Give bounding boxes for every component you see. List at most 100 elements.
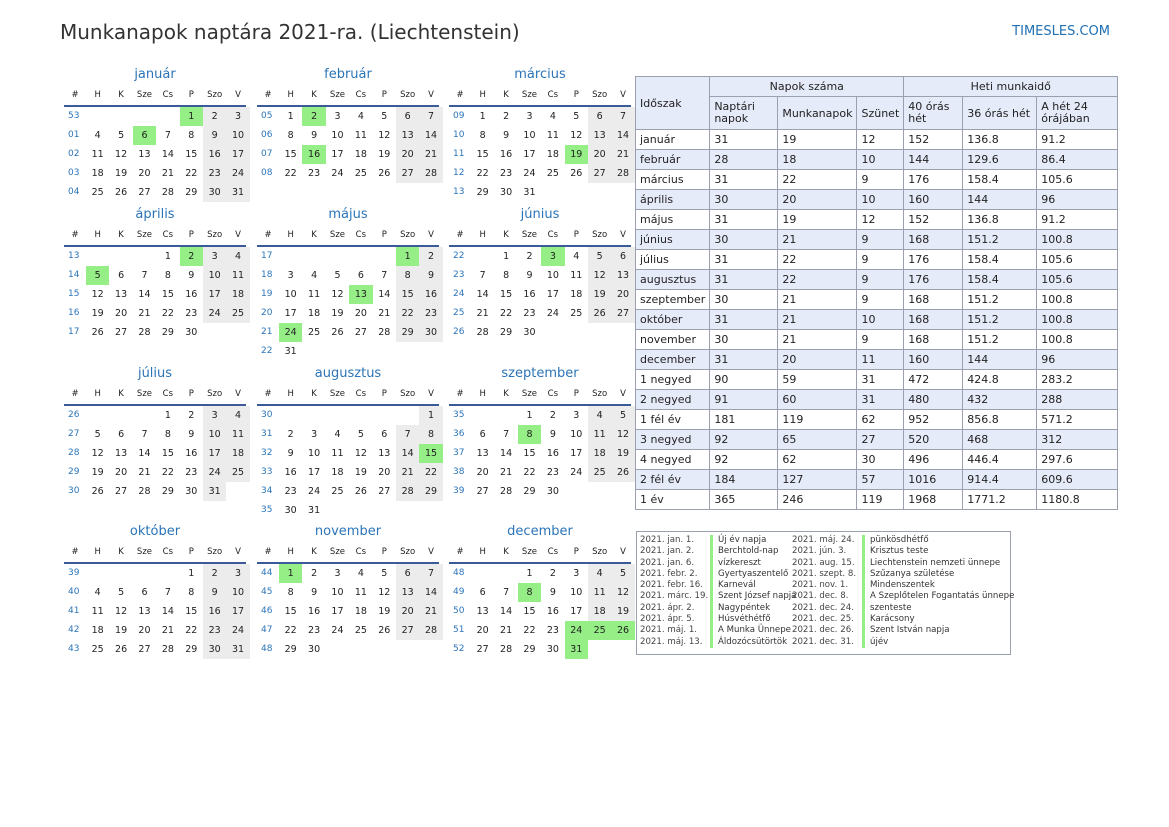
day-cell: 4: [587, 564, 612, 583]
value-cell: 432: [962, 389, 1038, 410]
value-cell: 136.8: [962, 209, 1038, 230]
day-cell: 6: [357, 270, 364, 281]
weekday-label: Szo: [592, 230, 608, 240]
day-cell: 7: [164, 130, 171, 141]
week-number: 35: [453, 410, 465, 420]
weekday-label: Szo: [207, 90, 223, 100]
holiday-date: 2021. jan. 6.: [640, 557, 713, 569]
week-number: 05: [261, 111, 273, 121]
day-cell: 17: [523, 149, 536, 160]
day-cell: 1: [419, 406, 443, 425]
weekday-label: K: [311, 547, 317, 557]
weekday-label: K: [503, 90, 509, 100]
day-cell: 4: [226, 406, 250, 425]
value-cell: 160: [903, 189, 964, 210]
value-cell: 30: [709, 189, 779, 210]
value-cell: 184: [709, 469, 779, 490]
week-row: 40 4 5 6 7 8 9 10: [64, 583, 250, 602]
day-cell: 13: [138, 606, 151, 617]
day-cell: 14: [611, 126, 635, 145]
value-cell: 31: [709, 129, 779, 150]
value-cell: 312: [1036, 429, 1119, 450]
week-row: 14 5 6 7 8 9 10 11: [64, 266, 250, 285]
value-cell: 160: [903, 349, 964, 370]
weekday-label: #: [456, 90, 464, 100]
day-cell: 18: [331, 467, 344, 478]
day-cell: 8: [287, 130, 294, 141]
holiday-date: 2021. szept. 8.: [792, 568, 865, 581]
month-3: március # H K Sze Cs P Szo V 09 1 2 3 4 5 6 7 10 8 9 10 11 12 1…: [449, 65, 635, 202]
holiday-item: 2021. ápr. 5. Húsvéthétfő: [640, 614, 796, 626]
day-cell: 16: [523, 289, 536, 300]
week-row: 10 8 9 10 11 12 13 14: [449, 126, 635, 145]
holiday-name: Szűzanya születése: [870, 568, 955, 579]
empty-cell: [226, 482, 249, 501]
day-cell: 15: [185, 149, 198, 160]
stats-row: március 31 22 9 176 158.4 105.6: [634, 169, 1119, 190]
week-row: 52 27 28 29 30 31: [449, 640, 631, 659]
day-cell: 10: [226, 583, 250, 602]
day-cell: 26: [91, 486, 104, 497]
weekday-label: V: [428, 230, 434, 240]
empty-cell: [588, 323, 611, 342]
day-cell: 4: [357, 111, 364, 122]
week-number: 46: [261, 606, 273, 616]
weekday-label: Sze: [521, 389, 538, 399]
day-cell: 24: [331, 168, 344, 179]
holiday-name: Nagypéntek: [718, 602, 771, 613]
holiday-name: A Munka Ünnepe: [718, 625, 791, 636]
day-cell: 27: [378, 486, 391, 497]
weekday-label: Cs: [162, 389, 174, 399]
site-link[interactable]: TIMESLES.COM: [1012, 24, 1110, 39]
day-cell: 2: [419, 247, 443, 266]
empty-cell: [611, 482, 634, 501]
weekday-label: Sze: [329, 389, 346, 399]
day-cell: 4: [311, 270, 318, 281]
day-cell: 31: [564, 640, 588, 659]
day-cell: 14: [500, 606, 513, 617]
day-cell: 18: [354, 606, 367, 617]
value-cell: 119: [777, 409, 858, 430]
week-row: 49 6 7 8 9 10 11 12: [449, 583, 635, 602]
month-name: október: [129, 524, 181, 539]
day-cell: 11: [354, 130, 367, 141]
day-cell: 9: [202, 583, 227, 602]
day-cell: 7: [141, 270, 148, 281]
value-cell: 10: [856, 149, 905, 170]
day-cell: 21: [500, 625, 513, 636]
holiday-date: 2021. ápr. 5.: [640, 614, 713, 626]
week-number: 30: [261, 410, 273, 420]
empty-cell: [419, 640, 442, 659]
day-cell: 18: [570, 289, 583, 300]
value-cell: 62: [777, 449, 858, 470]
value-cell: 1180.8: [1036, 489, 1119, 510]
day-cell: 24: [226, 164, 250, 183]
value-cell: 158.4: [962, 269, 1038, 290]
week-number: 48: [453, 568, 465, 578]
week-number: 17: [261, 251, 273, 261]
period-cell: 1 negyed: [634, 369, 711, 390]
day-cell: 13: [395, 126, 420, 145]
holiday-list: 2021. jan. 1. Új év napja 2021. jan. 2. Ber…: [636, 531, 1014, 655]
stats-row: 1 negyed 90 59 31 472 424.8 283.2: [634, 369, 1119, 390]
holiday-date: 2021. jún. 3.: [792, 546, 865, 558]
empty-cell: [133, 564, 156, 583]
weekday-label: H: [94, 389, 101, 399]
weekday-label: Cs: [162, 90, 174, 100]
empty-cell: [373, 247, 396, 266]
empty-cell: [203, 323, 226, 342]
day-cell: 20: [476, 625, 489, 636]
value-cell: 297.6: [1036, 449, 1119, 470]
day-cell: 14: [419, 583, 443, 602]
value-cell: 31: [709, 249, 779, 270]
empty-cell: [109, 247, 132, 266]
empty-cell: [541, 183, 564, 202]
day-cell: 20: [378, 467, 391, 478]
value-cell: 30: [709, 289, 779, 310]
day-cell: 25: [91, 644, 104, 655]
value-cell: 10: [856, 309, 905, 330]
day-cell: 8: [395, 266, 420, 285]
day-cell: 19: [611, 602, 635, 621]
holiday-name: Szent István napja: [870, 625, 950, 636]
day-cell: 21: [419, 145, 443, 164]
